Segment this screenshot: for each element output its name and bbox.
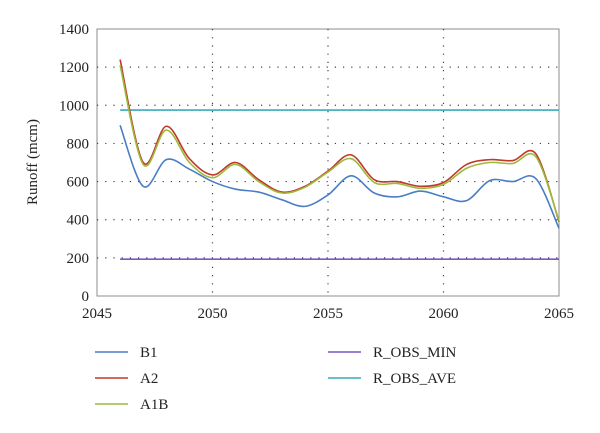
x-tick-label: 2045 (82, 306, 112, 322)
y-tick-label: 200 (67, 251, 90, 267)
legend: B1 R_OBS_MIN A2 R_OBS_AVE A1B (95, 345, 457, 413)
x-tick-labels: 2045 2050 2055 2060 2065 (82, 306, 574, 322)
x-tick-label: 2055 (313, 306, 343, 322)
legend-label: R_OBS_MIN (373, 345, 457, 361)
legend-label: R_OBS_AVE (373, 371, 456, 387)
legend-label: A2 (140, 371, 158, 387)
y-tick-label: 1000 (59, 98, 89, 114)
y-tick-label: 800 (67, 136, 90, 152)
legend-label: B1 (140, 345, 158, 361)
x-tick-label: 2050 (198, 306, 228, 322)
y-axis-label: Runoff (mcm) (25, 119, 41, 205)
y-tick-label: 600 (67, 175, 90, 191)
y-tick-label: 0 (82, 289, 90, 305)
legend-label: A1B (140, 397, 168, 413)
y-tick-label: 400 (67, 213, 90, 229)
y-tick-label: 1400 (59, 22, 89, 38)
y-tick-labels: 0 200 400 600 800 1000 1200 1400 (59, 22, 89, 305)
series-line-a2 (119, 59, 560, 222)
x-tick-label: 2065 (544, 306, 574, 322)
series-line-b1 (119, 125, 560, 229)
grid-lines (97, 29, 559, 296)
x-tick-label: 2060 (429, 306, 459, 322)
y-tick-label: 1200 (59, 60, 89, 76)
series-line-a1b (119, 65, 560, 221)
series-layer (119, 59, 560, 260)
